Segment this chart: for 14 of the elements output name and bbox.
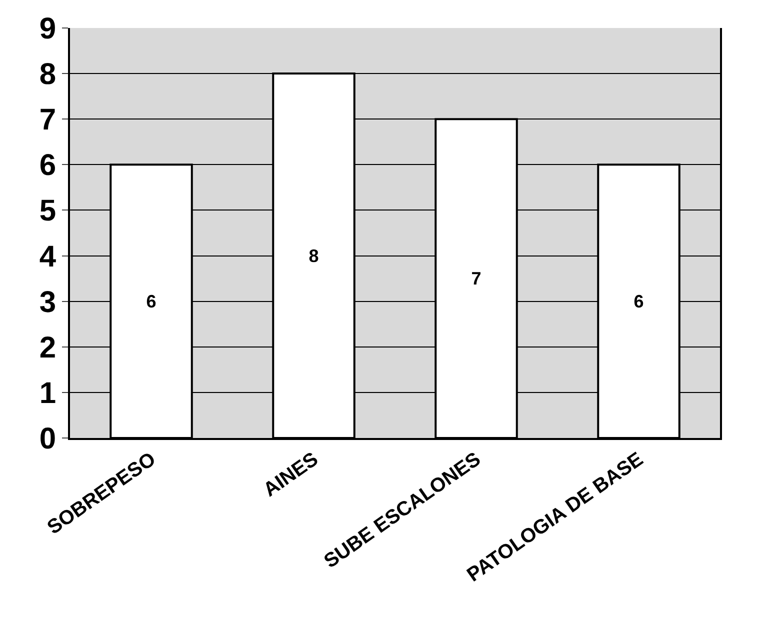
data-label: 8: [308, 246, 319, 266]
data-label: 6: [146, 291, 156, 312]
data-label: 7: [471, 268, 482, 289]
y-tick-label: 0: [39, 422, 56, 456]
y-tick-label: 5: [39, 194, 56, 228]
y-tick-label: 9: [39, 12, 56, 46]
y-tick-label: 3: [39, 286, 56, 319]
y-tick-label: 1: [39, 376, 56, 410]
y-tick-label: 4: [39, 240, 56, 274]
y-tick-label: 7: [39, 104, 56, 137]
y-tick-label: 6: [39, 149, 56, 182]
y-tick-label: 8: [39, 58, 56, 92]
data-label: 6: [634, 291, 644, 312]
y-tick-label: 2: [39, 331, 56, 364]
